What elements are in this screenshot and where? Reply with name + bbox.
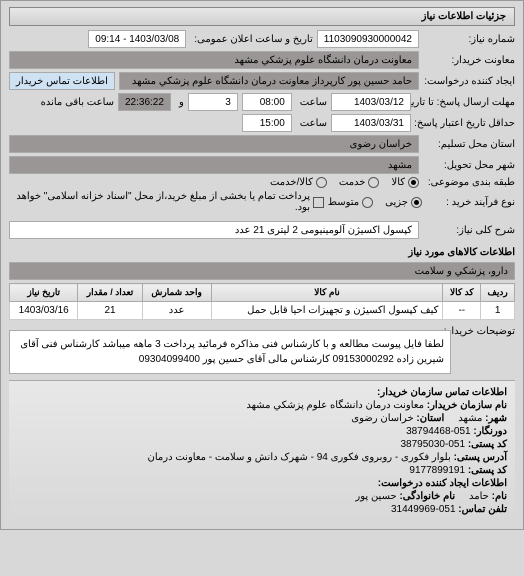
radio-icon [316, 177, 327, 188]
cell-index: 1 [481, 302, 515, 320]
radio-icon [408, 177, 419, 188]
category-field: دارو، پزشكي و سلامت [9, 262, 515, 280]
cell-qty: 21 [78, 302, 142, 320]
number-field: 1103090930000042 [317, 30, 419, 48]
requester-field: حامد حسين پور كارپرداز معاونت درمان دانش… [119, 72, 419, 90]
valid-time-field: 15:00 [242, 114, 292, 132]
mailbox-value: 9177899191 [409, 465, 465, 476]
radio-icon [362, 197, 373, 208]
main-desc-label: شرح کلی نیاز: [423, 225, 515, 236]
main-desc-field: كپسول اكسيژن آلومينيومى 2 ليترى 21 عدد [9, 221, 419, 239]
creator-header: اطلاعات ایجاد کننده درخواست: [378, 478, 507, 489]
org-value: معاونت درمان دانشگاه علوم پزشكي مشهد [246, 400, 424, 411]
budget-option-2[interactable]: کالا/خدمت [270, 177, 327, 188]
deadline-time-field: 08:00 [242, 93, 292, 111]
name-label: نام: [492, 491, 507, 502]
announce-label: تاریخ و ساعت اعلان عمومی: [190, 34, 313, 45]
budget-label: طبقه بندی موضوعی: [423, 177, 515, 188]
days-remain-field: 3 [188, 93, 238, 111]
fax-value: 051-38794468 [406, 426, 471, 437]
cell-name: كيف كپسول اكسيژن و تجهيزات احيا قابل حمل [211, 302, 443, 320]
org-label: نام سازمان خریدار: [427, 400, 507, 411]
contact-city-value: مشهد [458, 413, 482, 424]
hour-label-1: ساعت [296, 97, 327, 108]
col-date: تاریخ نیاز [10, 284, 78, 302]
radio-icon [368, 177, 379, 188]
buyer-field: معاونت درمان دانشگاه علوم پزشكي مشهد [9, 51, 419, 69]
process-option-1[interactable]: متوسط [328, 197, 373, 208]
announce-field: 1403/03/08 - 09:14 [88, 30, 186, 48]
deadline-date-field: 1403/03/12 [331, 93, 411, 111]
notes-text: لطفا فايل پيوست مطالعه و با كارشناس فنى … [9, 330, 451, 374]
items-section-title: اطلاعات کالاهای مورد نیاز [9, 247, 515, 258]
slash-label: و [175, 97, 184, 108]
time-remain-field: 22:36:22 [118, 93, 171, 111]
phone-value: 051-31449969 [391, 504, 456, 515]
remain-label: ساعت باقی مانده [37, 97, 114, 108]
col-code: کد کالا [443, 284, 481, 302]
panel-header: جزئیات اطلاعات نیاز [9, 7, 515, 26]
contact-province-value: خراسان رضوی [351, 413, 413, 424]
province-field: خراسان رضوی [9, 135, 419, 153]
process-label: نوع فرآیند خرید : [426, 197, 515, 208]
province-label: استان محل تسلیم: [423, 139, 515, 150]
col-unit: واحد شمارش [142, 284, 211, 302]
mailbox-label: کد پستی: [468, 465, 507, 476]
col-index: ردیف [481, 284, 515, 302]
fax-label: دورنگار: [473, 426, 507, 437]
valid-date-field: 1403/03/31 [331, 114, 411, 132]
postal-label: کد پستی: [468, 439, 507, 450]
process-option-0[interactable]: جزیی [385, 197, 422, 208]
col-name: نام کالا [211, 284, 443, 302]
process-radio-group: جزیی متوسط [328, 197, 422, 208]
phone-label: تلفن تماس: [458, 504, 507, 515]
contact-province-label: استان: [416, 413, 444, 424]
budget-radio-group: کالا خدمت کالا/خدمت [270, 177, 419, 188]
lastname-label: نام خانوادگی: [399, 491, 455, 502]
valid-label: حداقل تاریخ اعتبار پاسخ: تا تاریخ: [415, 118, 515, 129]
contact-buyer-button[interactable]: اطلاعات تماس خریدار [9, 72, 115, 90]
city-field: مشهد [9, 156, 419, 174]
notes-label: توضیحات خریدار: [455, 326, 515, 337]
requester-label: ایجاد کننده درخواست: [423, 76, 515, 87]
deadline-label: مهلت ارسال پاسخ: تا تاریخ: [415, 97, 515, 108]
checkbox-icon [313, 197, 324, 208]
buyer-label: معاونت خریدار: [423, 55, 515, 66]
contact-header: اطلاعات تماس سازمان خریدار: [377, 387, 507, 398]
budget-option-0[interactable]: کالا [391, 177, 419, 188]
number-label: شماره نیاز: [423, 34, 515, 45]
cell-date: 1403/03/16 [10, 302, 78, 320]
col-qty: تعداد / مقدار [78, 284, 142, 302]
city-label: شهر محل تحویل: [423, 160, 515, 171]
budget-option-1[interactable]: خدمت [339, 177, 380, 188]
cell-unit: عدد [142, 302, 211, 320]
payment-check[interactable]: پرداخت تمام یا بخشی از مبلغ خرید،از محل … [9, 191, 324, 213]
table-row[interactable]: 1 -- كيف كپسول اكسيژن و تجهيزات احيا قاب… [10, 302, 515, 320]
contact-city-label: شهر: [485, 413, 507, 424]
postal-value: 051-38795030 [401, 439, 466, 450]
lastname-value: حسین پور [355, 491, 396, 502]
contact-section: اطلاعات تماس سازمان خریدار: نام سازمان خ… [9, 380, 515, 523]
cell-code: -- [443, 302, 481, 320]
name-value: حامد [469, 491, 489, 502]
hour-label-2: ساعت [296, 118, 327, 129]
radio-icon [411, 197, 422, 208]
address-value: بلوار فکوری - روبروی فکوری 94 - شهرک دان… [148, 452, 451, 463]
address-label: آدرس پستی: [454, 452, 507, 463]
items-table: ردیف کد کالا نام کالا واحد شمارش تعداد /… [9, 283, 515, 320]
